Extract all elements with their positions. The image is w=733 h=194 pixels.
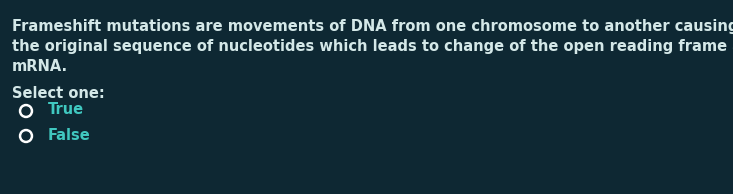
Circle shape (20, 130, 32, 143)
Text: mRNA.: mRNA. (12, 59, 68, 74)
Circle shape (20, 105, 32, 118)
Text: Select one:: Select one: (12, 86, 105, 101)
Text: Frameshift mutations are movements of DNA from one chromosome to another causing: Frameshift mutations are movements of DN… (12, 19, 733, 34)
Circle shape (22, 107, 30, 115)
Text: True: True (48, 102, 84, 118)
Text: False: False (48, 127, 91, 143)
Circle shape (22, 132, 30, 140)
Text: the original sequence of nucleotides which leads to change of the open reading f: the original sequence of nucleotides whi… (12, 39, 733, 54)
